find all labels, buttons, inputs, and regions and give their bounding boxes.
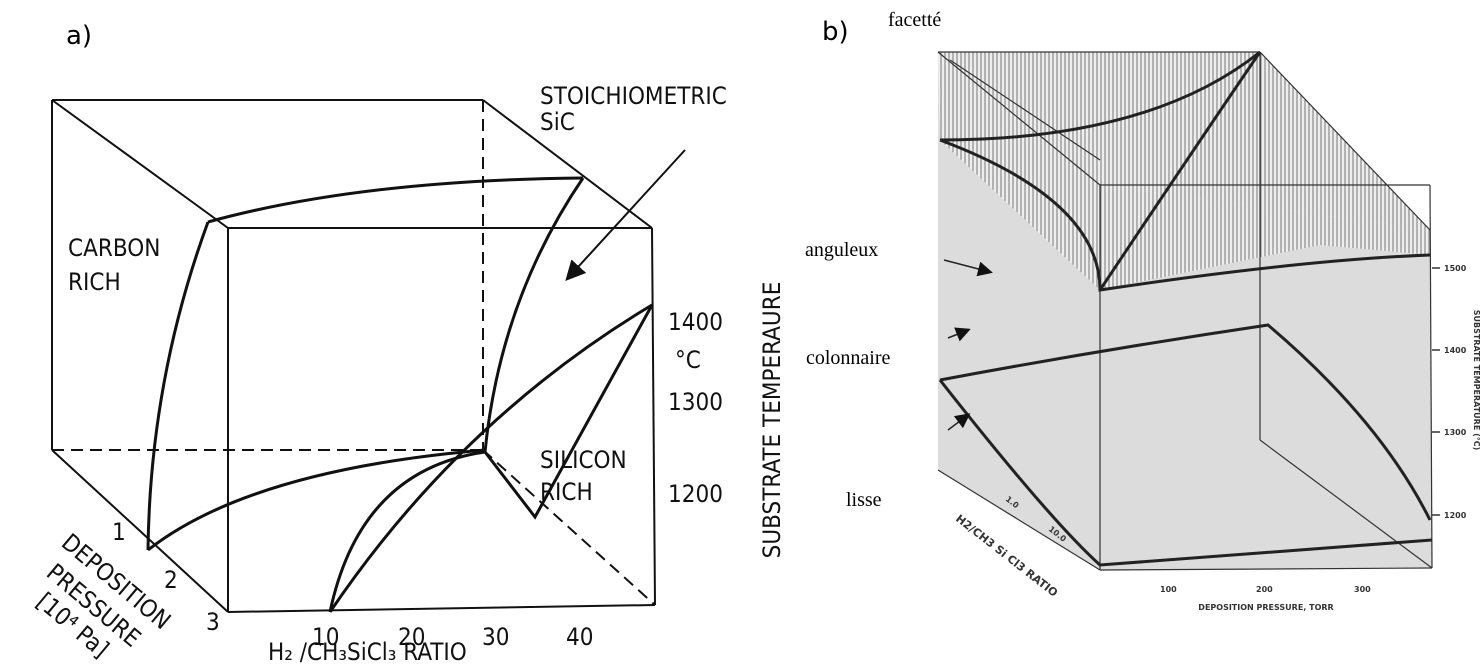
tick-label: 30 [482, 623, 509, 651]
annotation: CARBON [68, 234, 160, 262]
region-label: facetté [888, 9, 941, 31]
region-label: anguleux [805, 239, 878, 261]
axis-unit: °C [675, 346, 701, 374]
panel-label: a) [66, 21, 92, 51]
annotation: SILICON [540, 446, 627, 474]
tick-label: 1300 [668, 388, 723, 416]
panel-label: b) [822, 17, 849, 47]
axis-title: SUBSTRATE TEMPERAURE [758, 282, 786, 559]
tick-label: 1200 [668, 480, 723, 508]
axis-title: SUBSTRATE TEMPERATURE (°C) [1472, 310, 1480, 451]
pressure-axis: 100 200 300 DEPOSITION PRESSURE, TORR [1160, 585, 1371, 612]
annotation: RICH [540, 478, 593, 506]
tick-label: 20 [398, 623, 425, 651]
region-label: colonnaire [806, 347, 891, 369]
temperature-axis: SUBSTRATE TEMPERAURE 1400 °C 1300 1200 [668, 282, 786, 559]
tick-label: 1 [112, 518, 126, 546]
ratio-axis: 10 20 30 40 H₂ /CH₃SiCl₃ RATIO [268, 623, 593, 664]
tick-label: 300 [1354, 585, 1371, 594]
pressure-axis: 1 2 3 DEPOSITION PRESSURE [10⁴ Pa] [31, 518, 220, 663]
annotation: RICH [68, 268, 121, 296]
annotation: STOICHIOMETRIC [540, 82, 727, 110]
tick-label: 1400 [668, 308, 723, 336]
tick-label: 1500 [1444, 264, 1467, 273]
tick-label: 1300 [1444, 428, 1467, 437]
axis-title: H₂ /CH₃SiCl₃ RATIO [268, 638, 467, 664]
annotation: SiC [540, 108, 575, 136]
tick-label: 3 [206, 608, 220, 636]
diagram-b [937, 50, 1440, 571]
temperature-axis: 1500 1400 1300 1200 SUBSTRATE TEMPERATUR… [1444, 264, 1480, 520]
tick-label: 10 [312, 623, 339, 651]
arrow [565, 149, 686, 281]
region-label: lisse [846, 489, 882, 511]
tick-label: 1200 [1444, 511, 1467, 520]
tick-label: 40 [566, 623, 593, 651]
tick-label: 2 [164, 566, 178, 594]
axis-title: DEPOSITION PRESSURE, TORR [1198, 603, 1333, 612]
box [51, 99, 656, 613]
phase-boundaries [146, 176, 654, 613]
tick-label: 200 [1256, 585, 1273, 594]
panel-a: a) STOICHIOMETRIC SiC CARBON [31, 21, 786, 664]
tick-label: 100 [1160, 585, 1177, 594]
panel-b: b) facetté [805, 9, 1480, 664]
tick-label: 1400 [1444, 346, 1467, 355]
